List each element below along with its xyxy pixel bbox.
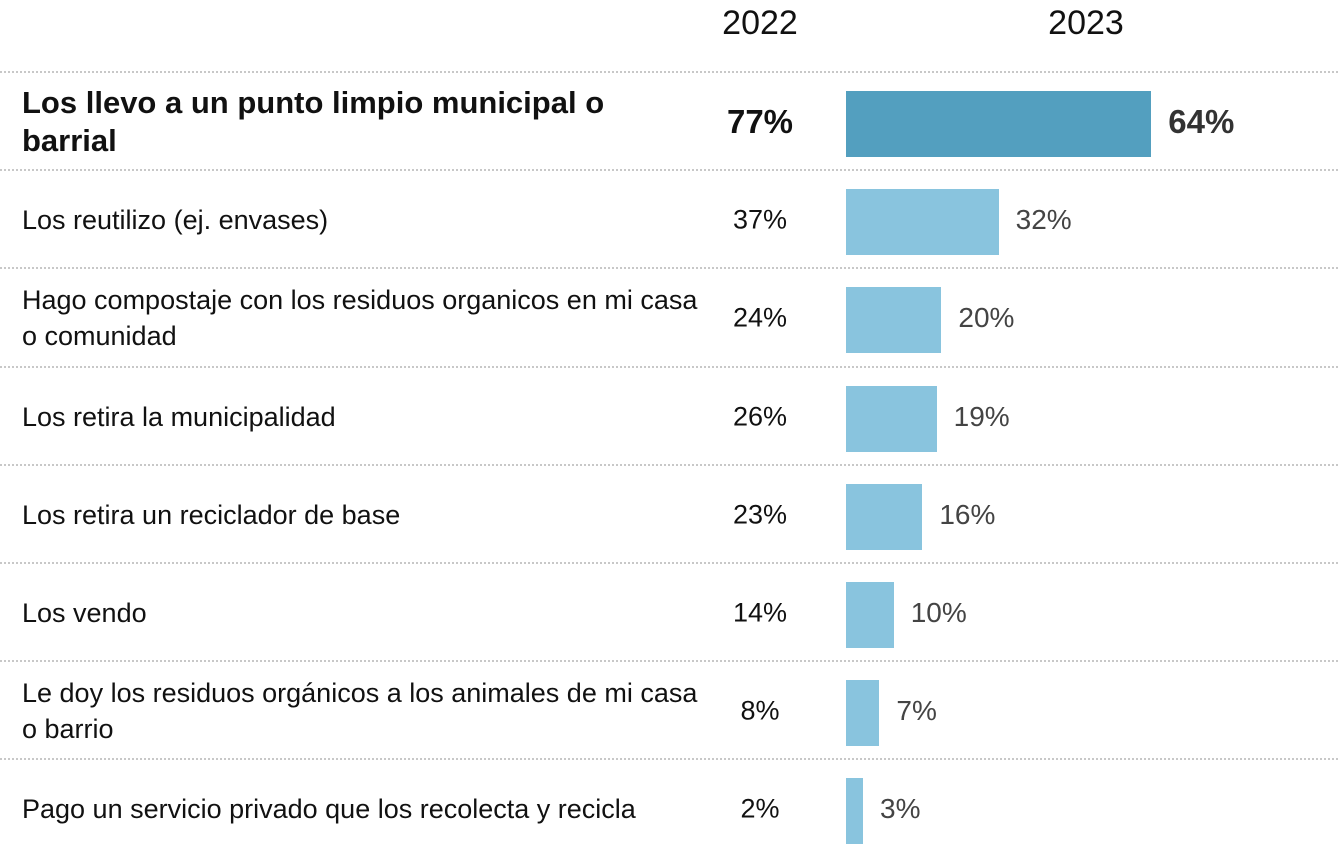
row-label: Los reutilizo (ej. envases) xyxy=(22,205,329,236)
bar xyxy=(846,778,863,845)
bar xyxy=(846,189,999,256)
bar xyxy=(846,287,942,354)
value-2022: 8% xyxy=(740,695,780,726)
table-row: Le doy los residuos orgánicos a los anim… xyxy=(0,660,1338,760)
value-label: 3% xyxy=(880,793,921,825)
table-row: Hago compostaje con los residuos organic… xyxy=(0,267,1338,367)
table-row: Los retira la municipalidad 26% 19% xyxy=(0,365,1338,466)
bar xyxy=(846,582,894,648)
row-label: Los llevo a un punto limpio municipal o … xyxy=(22,85,605,158)
value-2022: 23% xyxy=(732,499,788,530)
table-row: Pago un servicio privado que los recolec… xyxy=(0,758,1338,858)
value-2022: 26% xyxy=(732,401,788,432)
table-row: Los reutilizo (ej. envases) 37% 32% xyxy=(0,169,1338,269)
value-label: 16% xyxy=(939,498,996,530)
bar xyxy=(846,483,923,550)
row-label: Los vendo xyxy=(22,598,147,628)
row-label: Le doy los residuos orgánicos a los anim… xyxy=(22,678,698,745)
column-header: 2022 xyxy=(722,4,798,42)
value-2022: 37% xyxy=(732,204,788,235)
row-label: Hago compostaje con los residuos organic… xyxy=(22,285,698,352)
row-label: Pago un servicio privado que los recolec… xyxy=(22,794,636,825)
row-label: Los retira la municipalidad xyxy=(22,401,336,432)
value-2022: 2% xyxy=(740,793,780,824)
value-label: 20% xyxy=(958,302,1015,334)
value-2022: 77% xyxy=(726,103,794,140)
table-row: Los llevo a un punto limpio municipal o … xyxy=(0,71,1338,171)
bar xyxy=(846,385,937,452)
bar xyxy=(846,91,1152,157)
bar xyxy=(846,680,880,747)
value-2022: 24% xyxy=(732,302,788,333)
value-label: 7% xyxy=(896,695,937,727)
table-row: Los retira un reciclador de base 23% 16% xyxy=(0,463,1338,564)
column-header: 2023 xyxy=(1048,4,1124,42)
value-2022: 14% xyxy=(732,597,788,628)
row-label: Los retira un reciclador de base xyxy=(22,499,401,530)
value-label: 10% xyxy=(910,597,967,628)
table-row: Los vendo 14% 10% xyxy=(0,562,1338,662)
value-label: 32% xyxy=(1015,204,1072,236)
value-label: 19% xyxy=(953,400,1010,432)
value-label: 64% xyxy=(1168,103,1235,140)
